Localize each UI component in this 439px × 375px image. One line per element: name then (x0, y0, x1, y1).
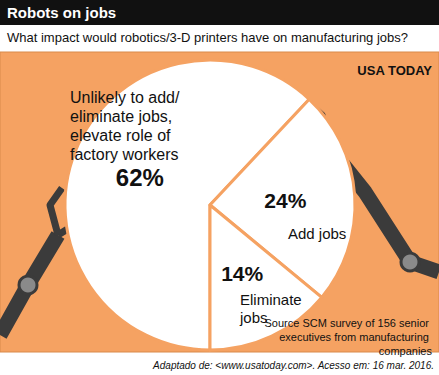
svg-text:Add jobs: Add jobs (288, 225, 346, 242)
svg-text:Adaptado de: <www.usatoday.com: Adaptado de: <www.usatoday.com>. Acesso … (152, 360, 434, 371)
svg-text:62%: 62% (116, 164, 164, 191)
svg-text:companies: companies (379, 345, 433, 357)
svg-text:14%: 14% (221, 262, 263, 285)
svg-text:USA TODAY: USA TODAY (357, 63, 432, 78)
svg-text:jobs: jobs (239, 309, 268, 326)
svg-text:Unlikely to add/: Unlikely to add/ (70, 89, 184, 106)
svg-text:Source SCM survey of 156 senio: Source SCM survey of 156 senior (264, 317, 432, 329)
svg-text:24%: 24% (264, 189, 306, 212)
svg-text:What impact would robotics/3-D: What impact would robotics/3-D printers … (7, 30, 408, 45)
svg-text:executives from manufacturing: executives from manufacturing (279, 331, 432, 343)
svg-text:factory workers: factory workers (70, 146, 178, 163)
svg-text:Robots on jobs: Robots on jobs (7, 4, 116, 21)
svg-text:Eliminate: Eliminate (240, 291, 306, 308)
svg-text:elevate role of: elevate role of (70, 127, 175, 144)
svg-text:eliminate jobs,: eliminate jobs, (70, 108, 177, 125)
